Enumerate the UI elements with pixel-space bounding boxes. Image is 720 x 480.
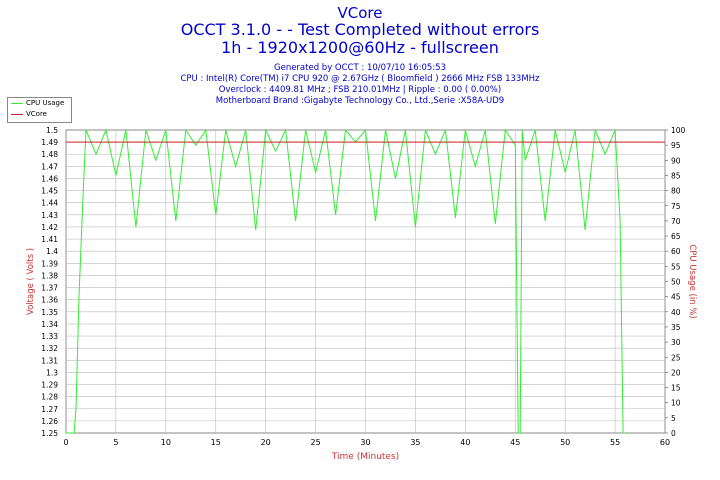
- y-tick-label: 1.45: [41, 187, 58, 196]
- generated-info: Generated by OCCT : 10/07/10 16:05:53: [274, 63, 446, 73]
- y-tick-label: 1.28: [41, 393, 58, 402]
- chart-legend: CPU Usage VCore: [7, 97, 72, 123]
- y-tick-label: 1.4: [46, 247, 58, 256]
- y2-tick-label: 70: [671, 217, 681, 226]
- y-tick-label: 1.49: [41, 138, 58, 147]
- x-tick-label: 55: [610, 438, 620, 447]
- x-tick-label: 5: [113, 438, 118, 447]
- y-tick-label: 1.27: [41, 405, 58, 414]
- motherboard-info: Motherboard Brand :Gigabyte Technology C…: [215, 96, 505, 106]
- legend-label-vcore: VCore: [26, 110, 47, 118]
- y2-tick-label: 10: [671, 399, 681, 408]
- y-tick-label: 1.25: [41, 429, 58, 438]
- y-tick-label: 1.26: [41, 417, 58, 426]
- y2-tick-label: 50: [671, 278, 681, 287]
- x-tick-label: 40: [460, 438, 470, 447]
- x-tick-label: 20: [261, 438, 271, 447]
- chart-subtitle: OCCT 3.1.0 - - Test Completed without er…: [180, 20, 540, 39]
- y-tick-label: 1.36: [41, 296, 58, 305]
- x-tick-label: 50: [560, 438, 570, 447]
- x-tick-label: 45: [510, 438, 520, 447]
- y-axis-label: Voltage ( Volts ): [26, 248, 36, 315]
- y2-axis-label: CPU Usage (in %): [687, 244, 697, 318]
- x-tick-label: 10: [161, 438, 171, 447]
- y2-tick-label: 40: [671, 308, 681, 317]
- y-tick-label: 1.3: [46, 368, 58, 377]
- y-tick-label: 1.33: [41, 332, 58, 341]
- y-tick-label: 1.5: [46, 126, 58, 135]
- x-tick-label: 15: [211, 438, 221, 447]
- y2-tick-label: 20: [671, 368, 681, 377]
- legend-item-cpu-usage: CPU Usage: [8, 98, 71, 109]
- y2-tick-label: 80: [671, 187, 681, 196]
- y2-tick-label: 25: [671, 353, 681, 362]
- y2-tick-label: 100: [671, 126, 686, 135]
- y2-tick-label: 90: [671, 156, 681, 165]
- y2-tick-label: 5: [671, 414, 676, 423]
- chart-title: VCore: [337, 4, 383, 22]
- x-tick-label: 35: [410, 438, 420, 447]
- y-tick-label: 1.47: [41, 162, 58, 171]
- y-tick-label: 1.44: [41, 199, 58, 208]
- y2-tick-label: 0: [671, 429, 676, 438]
- y-tick-label: 1.34: [41, 320, 58, 329]
- y-tick-label: 1.46: [41, 174, 58, 183]
- x-tick-label: 30: [360, 438, 370, 447]
- y-tick-label: 1.43: [41, 211, 58, 220]
- x-axis-label: Time (Minutes): [331, 452, 399, 462]
- y2-tick-label: 55: [671, 262, 681, 271]
- y2-tick-label: 30: [671, 338, 681, 347]
- y-tick-label: 1.39: [41, 259, 58, 268]
- x-tick-label: 60: [660, 438, 670, 447]
- y-tick-label: 1.35: [41, 308, 58, 317]
- y2-tick-label: 65: [671, 232, 681, 241]
- y-tick-label: 1.32: [41, 344, 58, 353]
- y2-tick-label: 45: [671, 293, 681, 302]
- legend-swatch-vcore: [11, 114, 23, 115]
- chart-subtitle-2: 1h - 1920x1200@60Hz - fullscreen: [221, 38, 499, 57]
- y2-tick-label: 95: [671, 141, 681, 150]
- x-tick-label: 0: [63, 438, 68, 447]
- cpu-info: CPU : Intel(R) Core(TM) i7 CPU 920 @ 2.6…: [180, 74, 540, 84]
- y2-tick-label: 75: [671, 202, 681, 211]
- y-tick-label: 1.38: [41, 271, 58, 280]
- y2-tick-label: 15: [671, 384, 681, 393]
- y-tick-label: 1.48: [41, 150, 58, 159]
- y-tick-label: 1.41: [41, 235, 58, 244]
- y2-tick-label: 85: [671, 171, 681, 180]
- overclock-info: Overclock : 4409.81 MHz ; FSB 210.01MHz …: [218, 85, 502, 95]
- y-tick-label: 1.42: [41, 223, 58, 232]
- y-tick-label: 1.31: [41, 356, 58, 365]
- y-tick-label: 1.29: [41, 381, 58, 390]
- y2-tick-label: 60: [671, 247, 681, 256]
- y-tick-label: 1.37: [41, 284, 58, 293]
- legend-item-vcore: VCore: [8, 109, 71, 120]
- y2-tick-label: 35: [671, 323, 681, 332]
- x-tick-label: 25: [310, 438, 320, 447]
- legend-label-cpu-usage: CPU Usage: [26, 99, 65, 107]
- legend-swatch-cpu-usage: [11, 103, 23, 104]
